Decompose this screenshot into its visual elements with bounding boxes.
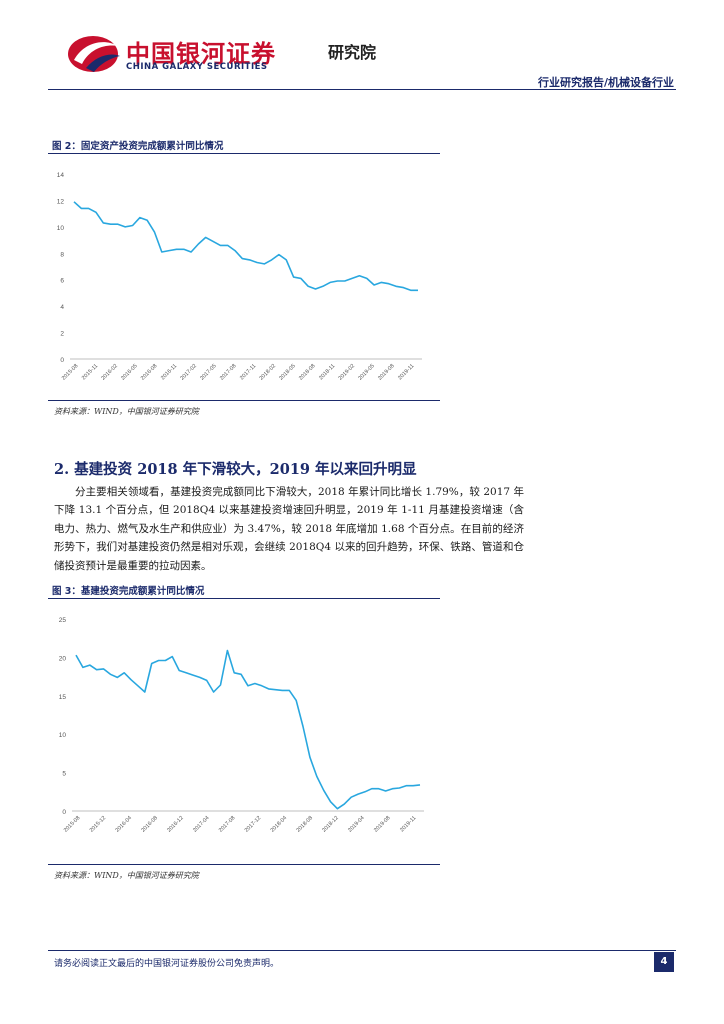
figure3-x-tick-label: 2019-11 [399,815,417,833]
figure3-x-tick-label: 2016-12 [166,815,185,834]
figure2-x-tick-label: 2016-05 [120,363,139,382]
figure3-x-tick-label: 2016-04 [115,815,134,834]
figure2-x-tick-label: 2019-02 [338,363,357,382]
figure3-y-tick-label: 10 [59,732,67,739]
page-number: 4 [654,952,674,972]
report-category-label: 行业研究报告/机械设备行业 [537,76,674,89]
figure3-x-tick-label: 2018-12 [321,815,340,834]
figure2-x-tick-label: 2015-08 [61,363,80,382]
figure3-x-tick-label: 2017-08 [218,815,237,834]
footer-disclaimer: 请务必阅读正文最后的中国银河证券股份公司免责声明。 [54,959,280,969]
figure3-top-rule [48,598,440,599]
figure2-bottom-rule [48,400,440,401]
section-paragraph: 分主要相关领域看，基建投资完成额同比下滑较大，2018 年累计同比增长 1.79… [54,483,524,575]
figure3-x-tick-label: 2019-04 [347,815,366,834]
figure2-y-tick-label: 10 [57,225,65,232]
figure2-y-tick-label: 6 [60,278,64,285]
figure3-title: 图 3：基建投资完成额累计同比情况 [52,586,205,597]
figure2-x-tick-label: 2016-02 [100,363,119,382]
figure2-x-tick-label: 2018-05 [278,363,297,382]
figure3-series-line [75,649,421,810]
logo-english-name: CHINA GALAXY SECURITIES [126,62,268,72]
logo-chinese-name: 中国银河证券 [126,40,276,68]
figure2-x-tick-label: 2015-11 [81,363,99,381]
figure3-chart: 0 5 10 15 20 25 2015-08 2015-12 2016-04 2016-08 20… [59,617,424,834]
figure2-title: 图 2：固定资产投资完成额累计同比情况 [52,141,224,152]
footer-divider [48,950,676,951]
figure3-y-tick-label: 15 [59,694,67,701]
figure2-x-tick-label: 2018-08 [298,363,317,382]
figure2-x-tick-label: 2018-02 [259,363,278,382]
figure2-y-tick-label: 14 [57,172,65,179]
figure2-y-tick-label: 0 [60,357,64,364]
figure2-x-tick-label: 2019-11 [397,363,415,381]
company-logo: 中国银河证券 研究院 CHINA GALAXY SECURITIES [66,28,376,80]
figure3-x-tick-label: 2018-04 [270,815,289,834]
figure3-x-tick-label: 2015-08 [63,815,82,834]
galaxy-logo-icon [68,36,120,72]
header-divider [48,89,676,90]
figure3-y-tick-label: 5 [62,771,66,778]
figure2-x-tick-label: 2018-11 [318,363,336,381]
figure2-y-tick-label: 4 [60,304,64,311]
section-paragraph-text: 分主要相关领域看，基建投资完成额同比下滑较大，2018 年累计同比增长 1.79… [54,486,524,572]
figure3-x-tick-label: 2016-08 [140,815,159,834]
figure3-y-tick-label: 0 [62,809,66,816]
figure2-x-tick-label: 2019-05 [357,363,376,382]
figure3-bottom-rule [48,864,440,865]
figure2-y-tick-label: 2 [60,331,64,338]
figure3-source: 资料来源：WIND，中国银河证券研究院 [54,871,199,880]
figure2-series-line [73,201,418,292]
figure2-x-tick-label: 2017-02 [179,363,198,382]
section-heading: 2. 基建投资 2018 年下滑较大，2019 年以来回升明显 [54,461,417,478]
figure3-x-tick-label: 2019-08 [373,815,392,834]
figure2-top-rule [48,153,440,154]
figure3-y-tick-label: 20 [59,655,67,662]
figure3-x-tick-label: 2017-04 [192,815,211,834]
figure3-y-tick-label: 25 [59,617,67,624]
logo-subtitle: 研究院 [328,43,377,62]
figure2-source: 资料来源：WIND，中国银河证券研究院 [54,407,199,416]
figure2-y-tick-label: 12 [57,198,65,205]
figure3-x-tick-label: 2018-08 [296,815,315,834]
figure2-x-tick-label: 2016-11 [160,363,178,381]
figure2-x-tick-label: 2017-05 [199,363,218,382]
figure2-x-tick-label: 2019-08 [377,363,396,382]
figure2-x-tick-label: 2017-11 [239,363,257,381]
figure2-y-tick-label: 8 [60,251,64,258]
figure2-x-tick-label: 2016-08 [140,363,159,382]
figure2-x-tick-label: 2017-08 [219,363,238,382]
figure3-x-tick-label: 2015-12 [89,815,108,834]
figure3-x-tick-label: 2017-12 [244,815,263,834]
